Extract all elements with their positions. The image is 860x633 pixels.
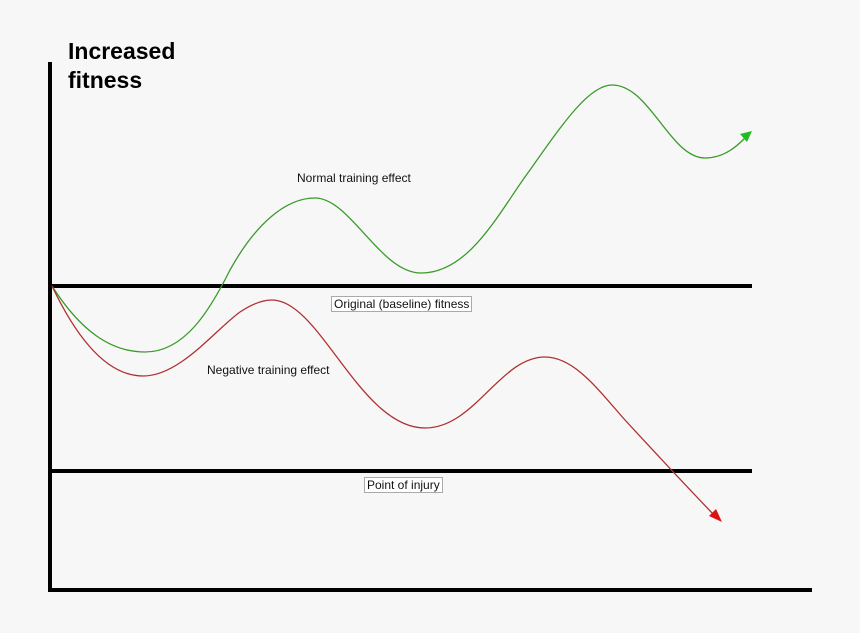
y-axis-title-line1: Increased [68, 38, 176, 64]
y-axis-title: Increased fitness [68, 37, 175, 95]
injury-label: Point of injury [364, 477, 443, 493]
negative-arrow-icon [709, 509, 722, 522]
negative-training-label: Negative training effect [207, 363, 330, 377]
baseline-label: Original (baseline) fitness [331, 296, 473, 312]
negative-training-curve [51, 285, 715, 516]
normal-training-label: Normal training effect [297, 171, 411, 185]
y-axis-title-line2: fitness [68, 67, 143, 93]
normal-training-curve [51, 84, 746, 353]
normal-arrow-icon [740, 131, 752, 142]
